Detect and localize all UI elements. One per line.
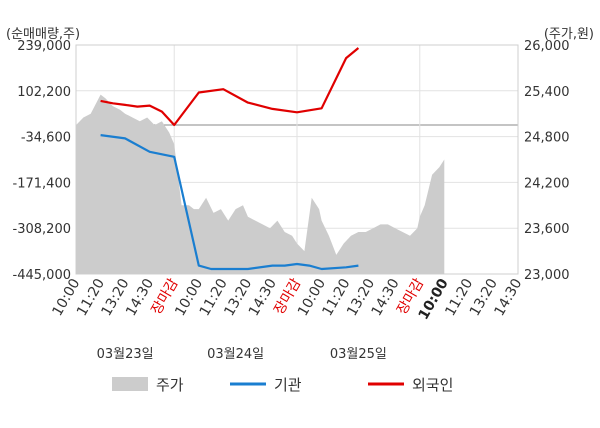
legend-label: 기관 (274, 376, 302, 394)
right-tick-label: 23,000 (524, 268, 570, 283)
right-tick-label: 24,800 (524, 131, 570, 146)
y-tick-labels: 239,000 102,200 -34,600 -171,400 -308,200 -44… (13, 39, 570, 283)
legend-label: 주가 (156, 376, 184, 394)
right-axis-unit: (주가,원) (544, 27, 594, 42)
series-line-foreign (100, 47, 360, 127)
date-label: 03월23일 (97, 347, 154, 362)
left-axis-unit: (순매매량,주) (6, 27, 80, 42)
right-tick-label: 23,600 (524, 222, 570, 237)
legend-swatch-price (112, 377, 148, 391)
series-area-price (76, 94, 445, 274)
legend: 주가 기관 외국인 (112, 376, 453, 394)
left-tick-label: -34,600 (21, 131, 71, 146)
flow-lines-layer (100, 47, 360, 271)
right-tick-label: 25,400 (524, 85, 570, 100)
right-tick-label: 26,000 (524, 39, 570, 54)
right-tick-label: 24,200 (524, 176, 570, 191)
left-tick-label: -308,200 (13, 222, 71, 237)
price-area-layer (76, 94, 445, 274)
legend-label: 외국인 (412, 376, 453, 394)
x-tick-labels: 10:0011:2013:2014:30장마감10:0011:2013:2014… (49, 276, 525, 323)
left-tick-label: -171,400 (13, 176, 71, 191)
series-line-institution (100, 134, 359, 271)
left-tick-label: -445,000 (13, 268, 71, 283)
date-label: 03월25일 (330, 347, 387, 362)
left-tick-label: 239,000 (17, 39, 71, 54)
date-label: 03월24일 (207, 347, 264, 362)
left-tick-label: 102,200 (17, 85, 71, 100)
date-labels: 03월23일 03월24일 03월25일 (97, 347, 387, 362)
